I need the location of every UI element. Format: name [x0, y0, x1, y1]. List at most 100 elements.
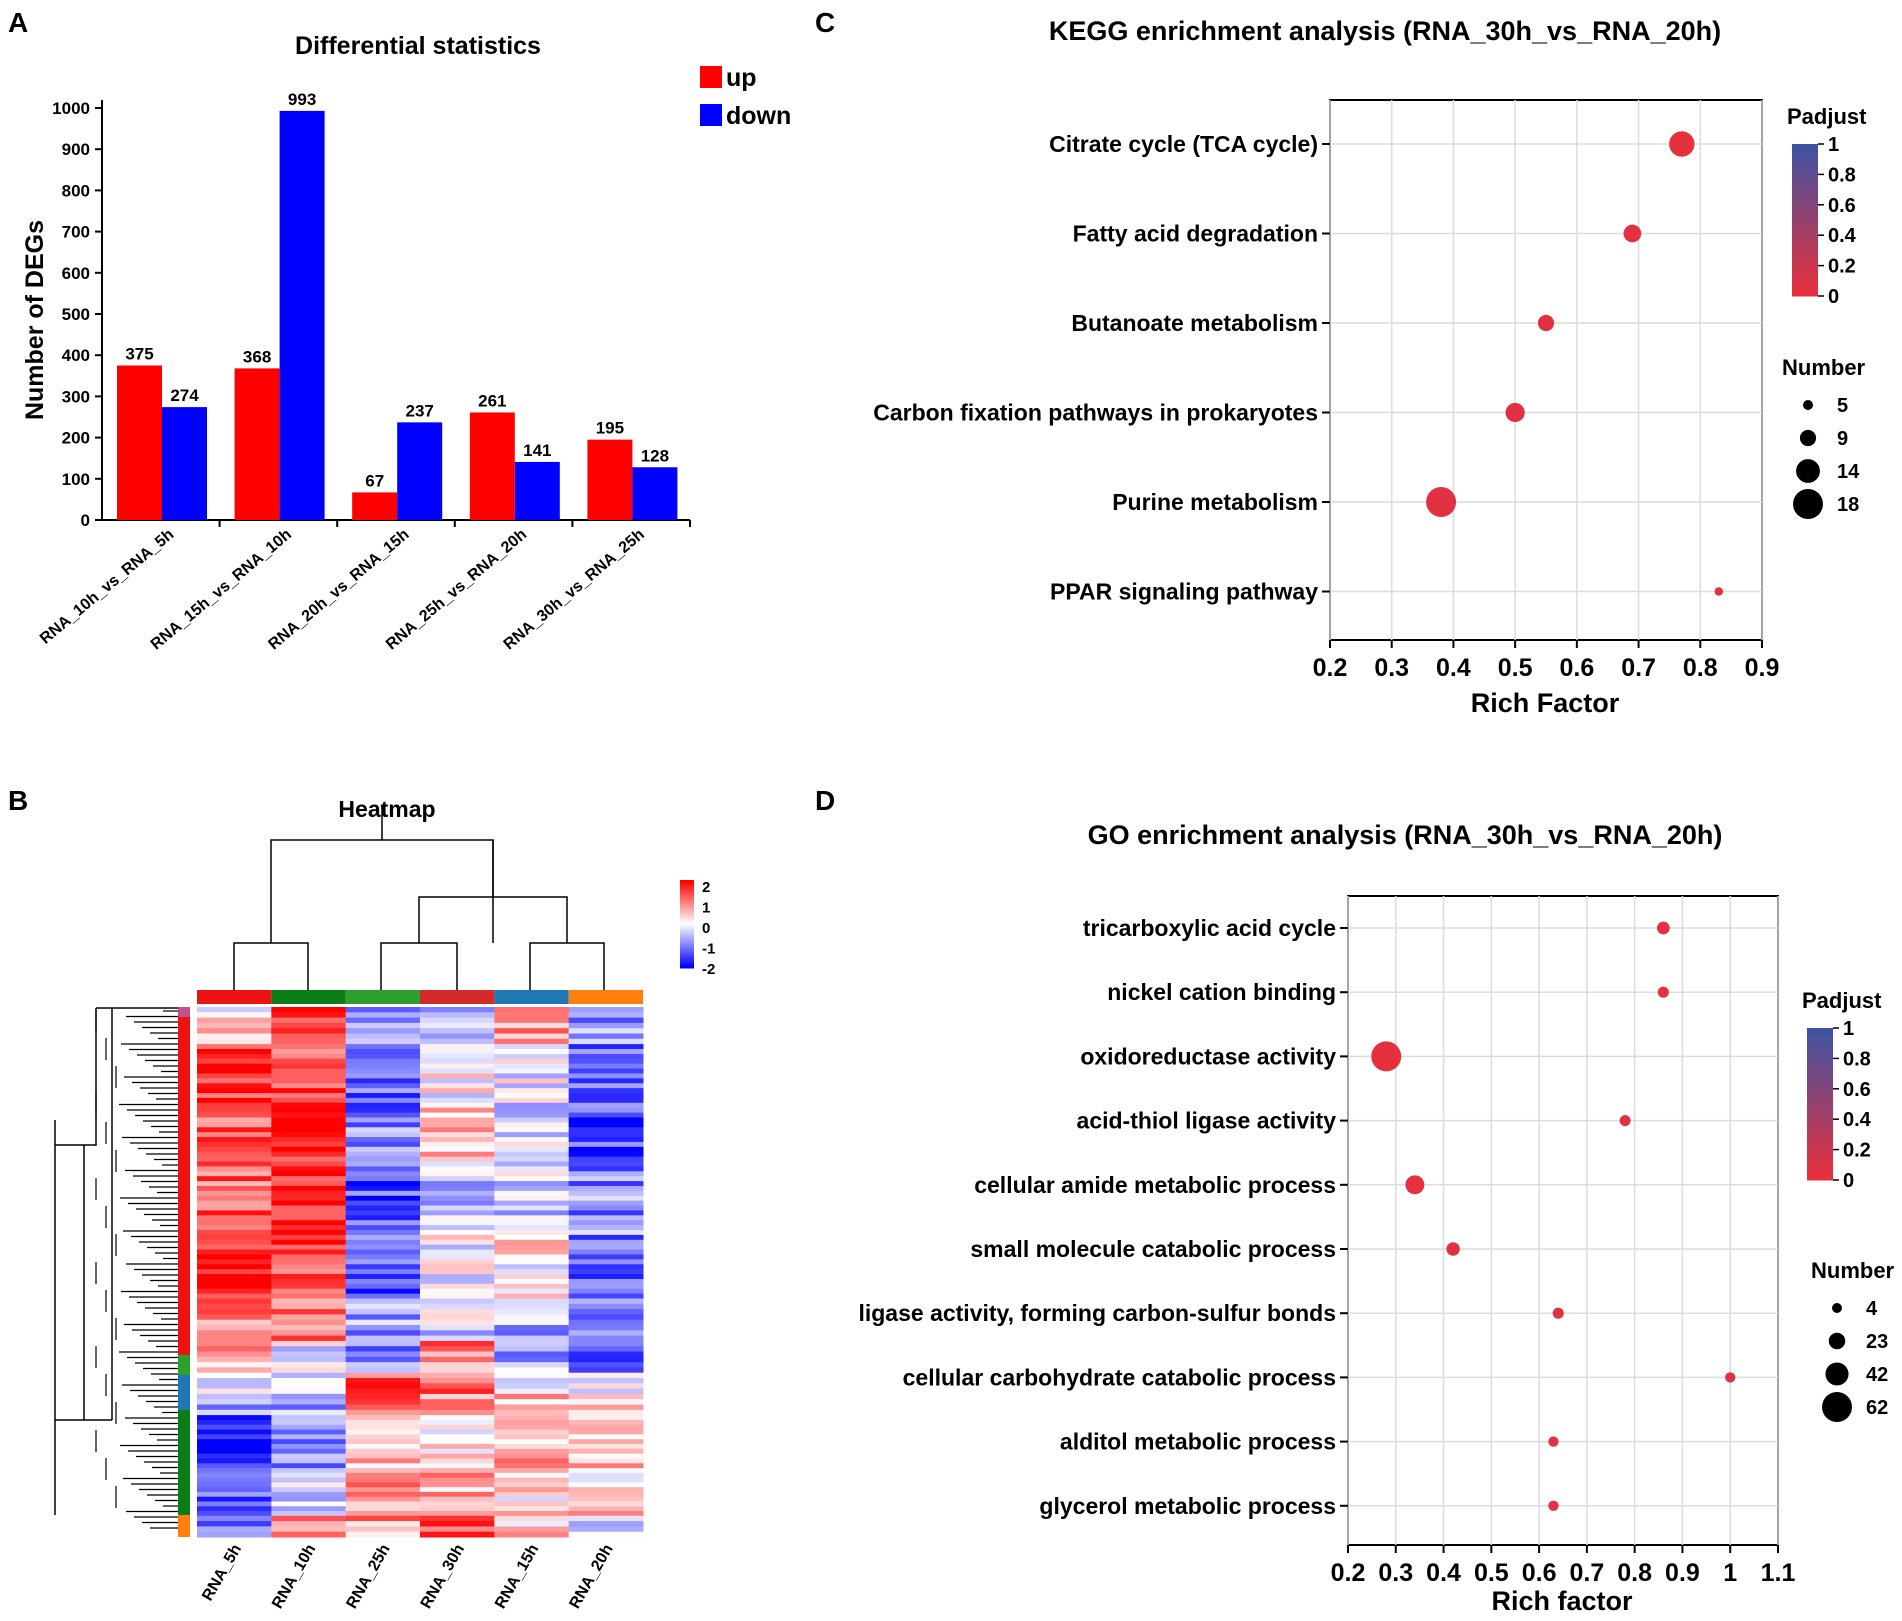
column-group-bar	[345, 990, 420, 1004]
heatmap-cell	[494, 1181, 570, 1187]
heatmap-cell	[494, 1439, 570, 1445]
color-scale-tick: 0	[702, 920, 710, 937]
heatmap-cell	[568, 1496, 644, 1502]
heatmap-cell	[568, 1378, 644, 1384]
color-legend-segment	[1807, 1164, 1833, 1171]
heatmap-cell	[345, 1487, 421, 1493]
heatmap-cell	[271, 1239, 347, 1246]
heatmap-cell	[420, 1038, 495, 1045]
heatmap-cell	[494, 1521, 570, 1527]
size-legend-dot	[1825, 1362, 1849, 1386]
heatmap-cell	[197, 1409, 272, 1416]
heatmap-cell	[420, 1022, 495, 1029]
size-legend-label: 23	[1866, 1331, 1888, 1353]
color-legend-segment	[1792, 164, 1818, 170]
color-scale-segment	[680, 917, 694, 921]
heatmap-cell	[197, 1283, 272, 1290]
heatmap-cell	[271, 1249, 347, 1255]
heatmap-cell	[345, 1102, 421, 1109]
heatmap-cell	[420, 1388, 495, 1395]
heatmap-cell	[345, 1161, 421, 1167]
heatmap-cell	[271, 1429, 347, 1435]
heatmap-cell	[568, 1181, 644, 1187]
panel-label-c: C	[815, 7, 835, 38]
heatmap-cell	[197, 1141, 272, 1148]
heatmap-cell	[568, 1048, 644, 1055]
x-tick-label: 0.9	[1745, 654, 1780, 682]
enrichment-dot	[1725, 1372, 1736, 1383]
heatmap-cell	[494, 1137, 570, 1143]
heatmap-cell	[568, 1439, 644, 1445]
bar-down	[279, 110, 325, 520]
bar-up	[234, 368, 280, 520]
heatmap-cell	[568, 1335, 644, 1342]
color-legend-segment	[1807, 1114, 1833, 1120]
heatmap-cell	[271, 1319, 347, 1326]
color-scale-segment	[680, 941, 694, 945]
color-scale-segment	[680, 924, 694, 927]
color-scale-segment	[680, 910, 694, 914]
heatmap-cell	[494, 1141, 570, 1148]
heatmap-cell	[494, 1419, 570, 1426]
color-legend-tick-label: 0.2	[1843, 1140, 1871, 1162]
heatmap-cell	[420, 1367, 495, 1374]
color-legend-segment	[1792, 255, 1818, 262]
heatmap-cell	[345, 1137, 421, 1143]
heatmap-cell	[197, 1022, 272, 1029]
heatmap-cell	[197, 1319, 272, 1326]
color-legend-segment	[1807, 1078, 1833, 1085]
heatmap-cell	[271, 1107, 347, 1114]
heatmap-cell	[494, 1225, 570, 1231]
size-legend-label: 5	[1837, 395, 1848, 417]
heatmap-cell	[420, 1278, 495, 1285]
heatmap-cell	[494, 1444, 570, 1450]
heatmap-cell	[420, 1012, 495, 1019]
heatmap-cell	[197, 1325, 272, 1331]
heatmap-cell	[345, 1215, 421, 1221]
color-legend-segment	[1807, 1159, 1833, 1166]
heatmap-cell	[568, 1314, 644, 1321]
color-scale-segment	[680, 948, 694, 951]
heatmap-cell	[197, 1515, 272, 1522]
color-legend-segment	[1807, 1053, 1833, 1059]
heatmap-cell	[345, 1293, 421, 1299]
color-legend-segment	[1807, 1033, 1833, 1039]
heatmap-cell	[197, 1264, 272, 1270]
color-legend-tick-label: 0.4	[1843, 1109, 1872, 1131]
heatmap-cell	[271, 1132, 347, 1138]
color-legend-tick-label: 0.6	[1843, 1079, 1871, 1101]
heatmap-cell	[494, 1448, 570, 1455]
heatmap-cell	[197, 1419, 272, 1426]
x-tick-label: 1	[1723, 1559, 1737, 1587]
heatmap-cell	[568, 1088, 644, 1094]
heatmap-cell	[197, 1298, 272, 1305]
heatmap-cell	[271, 1472, 347, 1479]
heatmap-cell	[494, 1254, 570, 1260]
heatmap-cell	[345, 1012, 421, 1019]
heatmap-cell	[494, 1038, 570, 1045]
color-legend-segment	[1807, 1068, 1833, 1075]
heatmap-cell	[197, 1210, 272, 1216]
heatmap-cell	[271, 1028, 347, 1034]
heatmap-cell	[420, 1458, 495, 1464]
heatmap-title: Heatmap	[338, 796, 435, 822]
heatmap-cell	[345, 1190, 421, 1197]
heatmap-cell	[494, 1017, 570, 1024]
heatmap-cell	[420, 1415, 495, 1421]
color-legend-segment	[1792, 159, 1818, 165]
heatmap-cell	[345, 1073, 421, 1079]
heatmap-cell	[568, 1239, 644, 1246]
heatmap-cell	[197, 1063, 272, 1070]
color-scale-segment	[680, 963, 694, 967]
heatmap-cell	[494, 1468, 570, 1474]
color-scale-segment	[680, 928, 694, 932]
heatmap-cell	[420, 1181, 495, 1187]
x-tick-label: 0.3	[1374, 654, 1409, 682]
heatmap-cell	[271, 1388, 347, 1395]
heatmap-cell	[568, 1215, 644, 1221]
heatmap-cell	[494, 1007, 570, 1013]
heatmap-cell	[271, 1378, 347, 1384]
heatmap-cell	[197, 1244, 272, 1251]
heatmap-cell	[494, 1122, 570, 1128]
heatmap-cell	[568, 1274, 644, 1280]
